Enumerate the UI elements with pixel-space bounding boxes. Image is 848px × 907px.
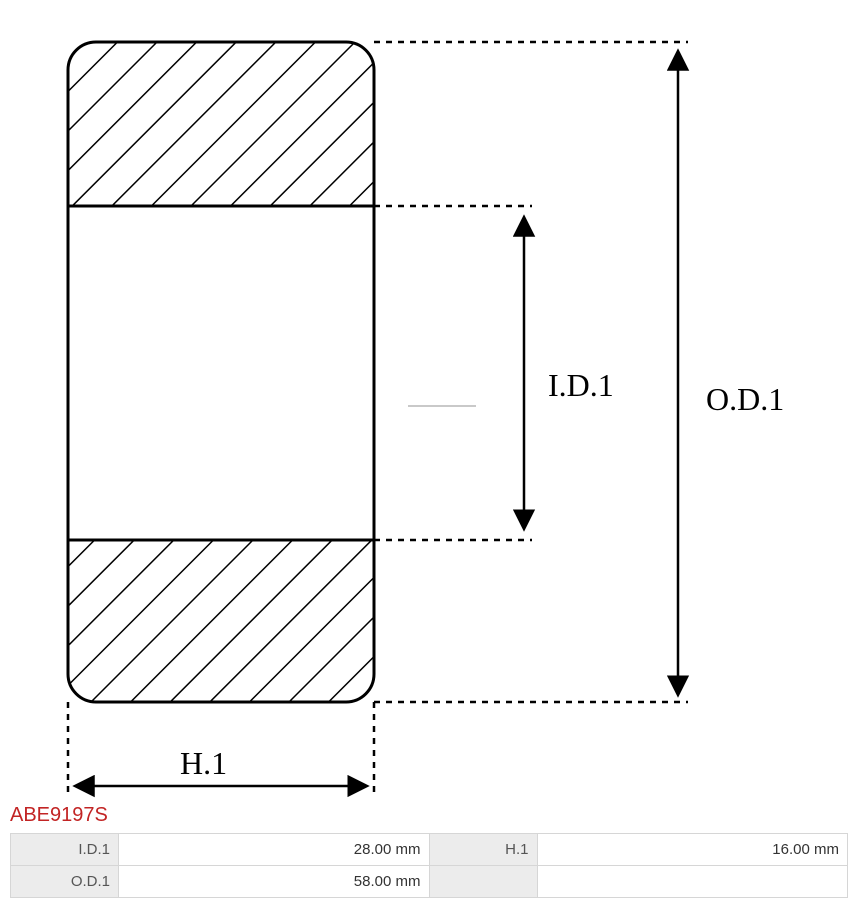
spec-value: 16.00 mm	[537, 834, 848, 866]
spec-label: I.D.1	[11, 834, 119, 866]
spec-value	[537, 866, 848, 898]
id1-label: I.D.1	[548, 367, 614, 403]
spec-label: H.1	[429, 834, 537, 866]
spec-table: I.D.1 28.00 mm H.1 16.00 mm O.D.1 58.00 …	[10, 833, 848, 898]
spec-value: 58.00 mm	[119, 866, 430, 898]
od1-label: O.D.1	[706, 381, 784, 417]
bearing-cross-section-diagram: I.D.1 O.D.1 H.1	[0, 0, 848, 800]
hatch-top	[68, 42, 374, 206]
hatch-bottom	[68, 540, 374, 702]
table-row: I.D.1 28.00 mm H.1 16.00 mm	[11, 834, 848, 866]
spec-label: O.D.1	[11, 866, 119, 898]
h1-label: H.1	[180, 745, 227, 781]
part-code: ABE9197S	[10, 804, 848, 827]
spec-label	[429, 866, 537, 898]
table-row: O.D.1 58.00 mm	[11, 866, 848, 898]
spec-value: 28.00 mm	[119, 834, 430, 866]
